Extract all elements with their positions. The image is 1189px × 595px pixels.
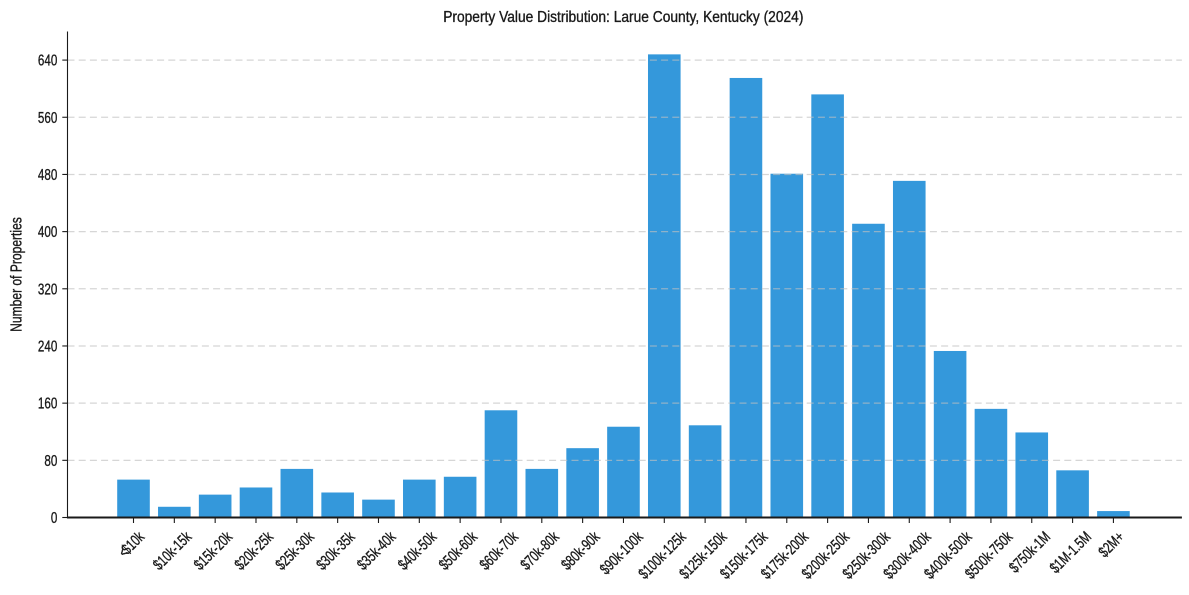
svg-text:80: 80 (44, 452, 57, 469)
svg-text:320: 320 (38, 281, 58, 298)
svg-text:480: 480 (38, 166, 58, 183)
svg-text:Property Value Distribution: L: Property Value Distribution: Larue Count… (443, 9, 803, 26)
svg-text:640: 640 (38, 52, 58, 69)
svg-text:400: 400 (38, 224, 58, 241)
svg-text:240: 240 (38, 338, 58, 355)
svg-text:560: 560 (38, 109, 58, 126)
svg-text:Number of Properties: Number of Properties (8, 217, 26, 332)
svg-text:0: 0 (51, 509, 58, 526)
svg-text:160: 160 (38, 395, 58, 412)
